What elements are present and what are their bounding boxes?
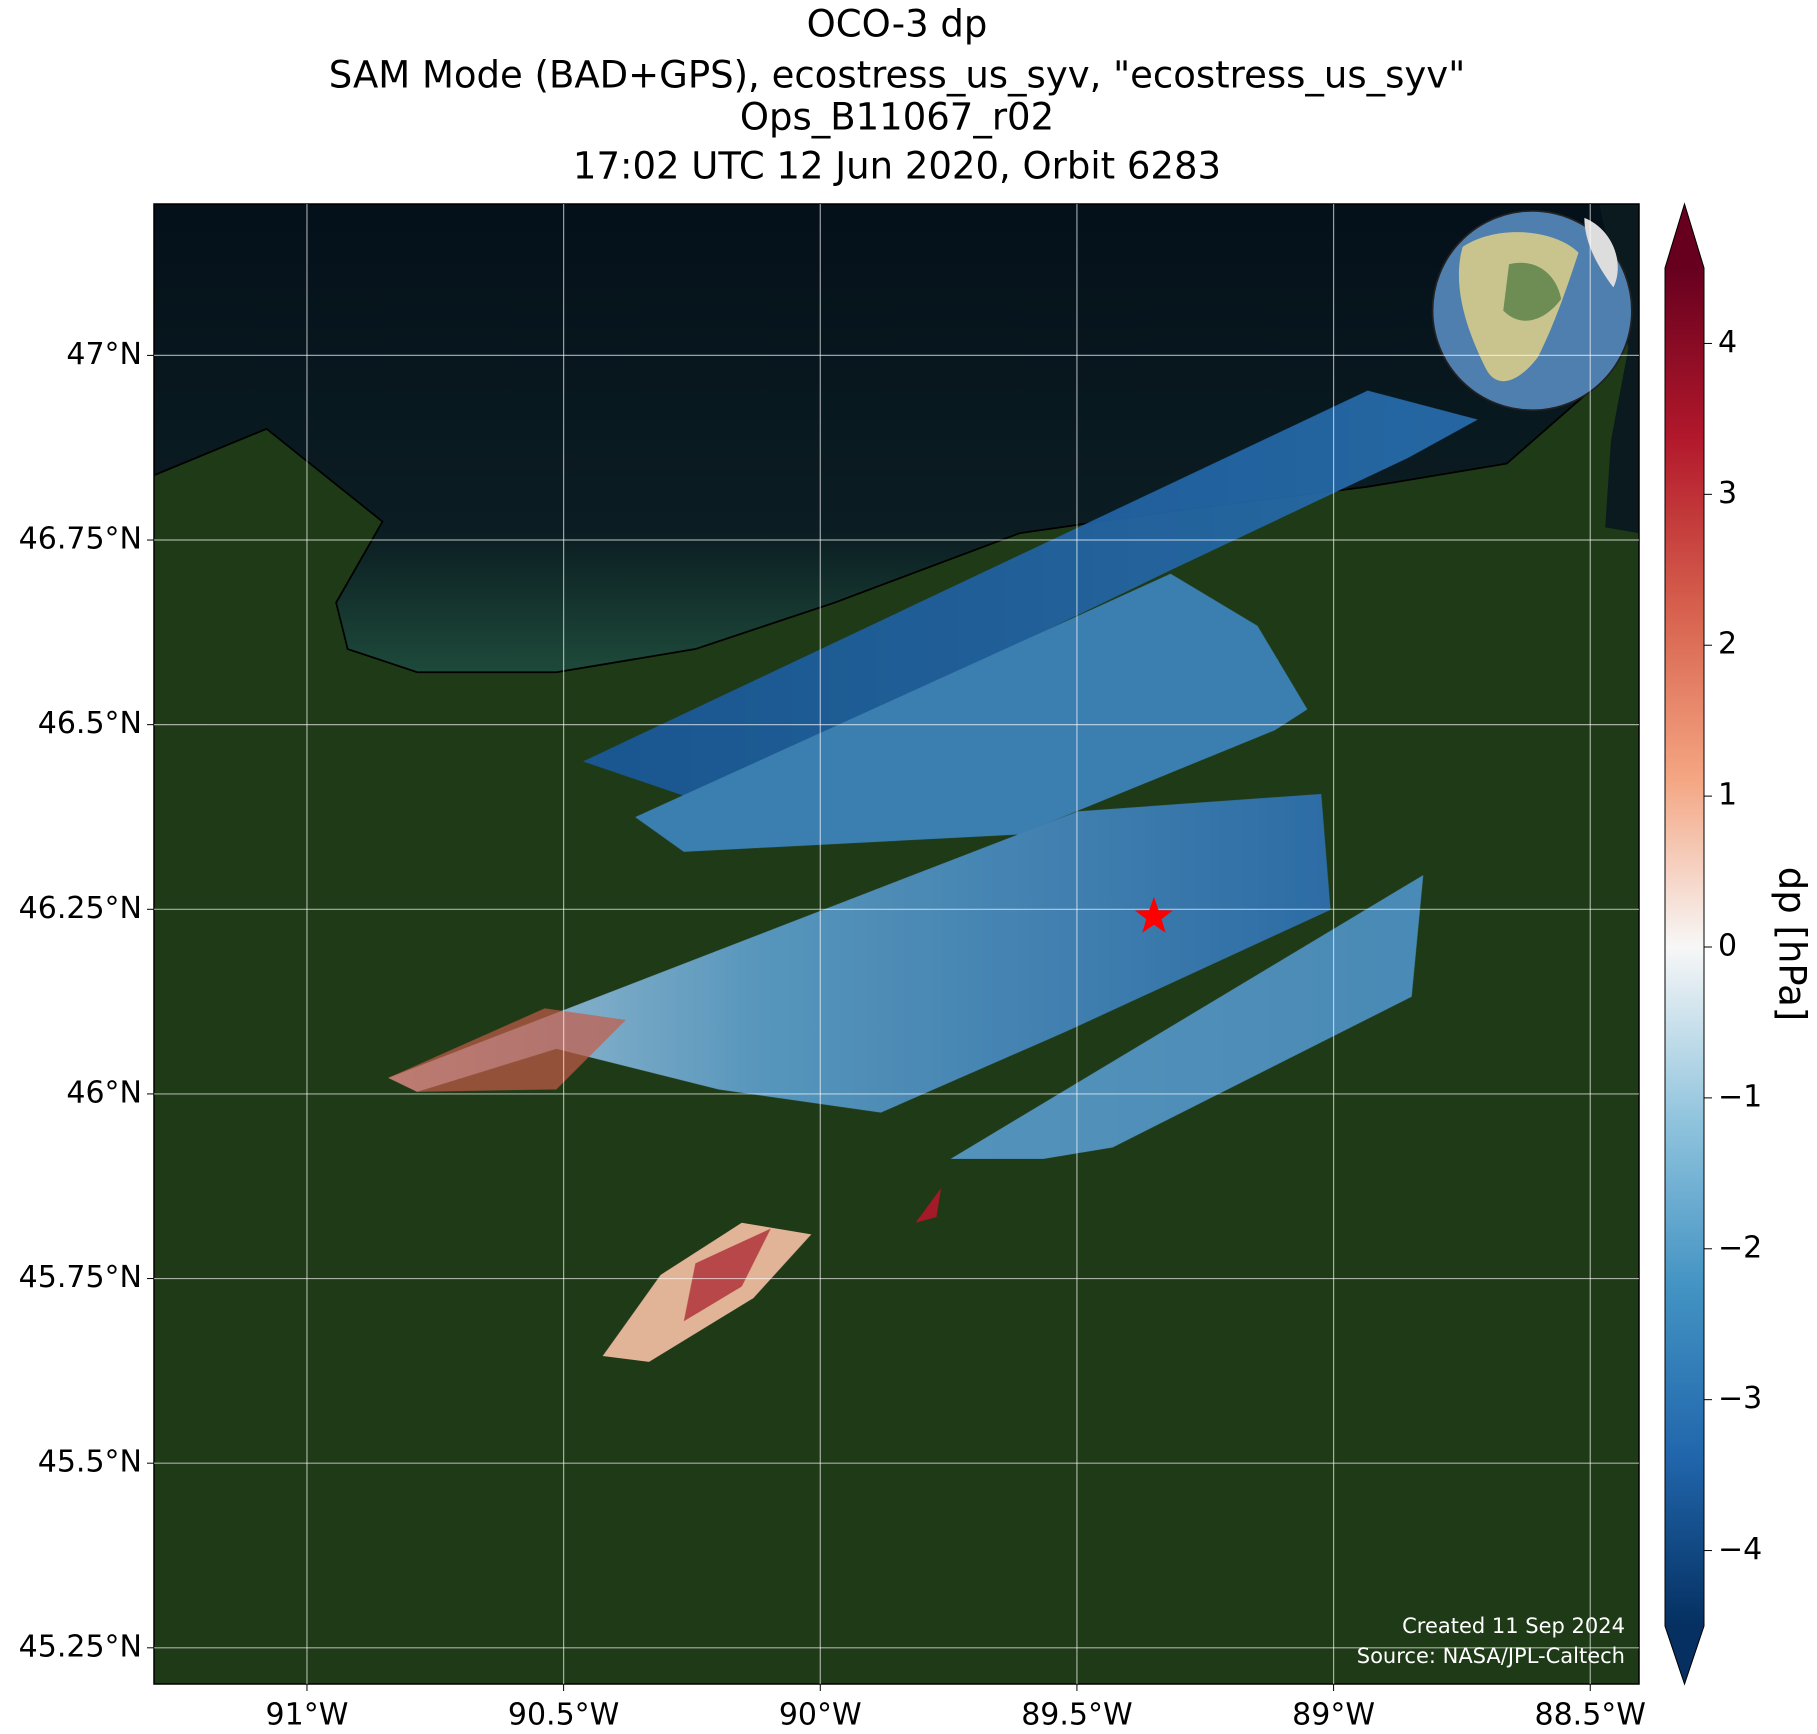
y-tick-label: 45.75°N (19, 1260, 142, 1295)
swath (683, 1228, 771, 1322)
y-tick-label: 46°N (66, 1075, 142, 1110)
inset-globe (1431, 210, 1633, 412)
colorbar-tick-label: 2 (1718, 627, 1737, 662)
swath (582, 390, 1478, 800)
swath (635, 573, 1308, 852)
swath (388, 793, 1331, 1113)
colorbar-tick-label: −1 (1718, 1079, 1762, 1114)
x-tick-label: 90°W (779, 1698, 862, 1733)
y-tick-label: 46.75°N (19, 522, 142, 557)
title-line: Ops_B11067_r02 (740, 96, 1054, 139)
y-tick-label: 47°N (66, 337, 142, 372)
colorbar-tick-label: 1 (1718, 778, 1737, 813)
x-tick-label: 89.5°W (1021, 1698, 1132, 1733)
title: OCO-3 dp SAM Mode (BAD+GPS), ecostress_u… (329, 3, 1465, 188)
colorbar-tick-label: −3 (1718, 1381, 1762, 1416)
title-line: SAM Mode (BAD+GPS), ecostress_us_syv, "e… (329, 54, 1465, 97)
colorbar-tick-label: 3 (1718, 476, 1737, 511)
colorbar-tick-label: −2 (1718, 1230, 1762, 1265)
y-tick-label: 46.25°N (19, 891, 142, 926)
swath (388, 1008, 626, 1092)
map (154, 204, 1639, 1684)
x-tick-label: 89°W (1292, 1698, 1375, 1733)
colorbar-extend-top (1665, 204, 1704, 268)
swath (915, 1187, 942, 1223)
y-tick-label: 45.25°N (19, 1629, 142, 1664)
x-tick-label: 91°W (266, 1698, 349, 1733)
title-line: OCO-3 dp (807, 3, 988, 46)
colorbar-label: dp [hPa] (1771, 867, 1814, 1021)
y-tick-label: 46.5°N (38, 706, 142, 741)
created-note: Created 11 Sep 2024 (1402, 1614, 1625, 1638)
y-tick-label: 45.5°N (38, 1445, 142, 1480)
title-line: 17:02 UTC 12 Jun 2020, Orbit 6283 (573, 145, 1221, 188)
x-tick-label: 88.5°W (1535, 1698, 1646, 1733)
colorbar-extend-bottom (1665, 1626, 1704, 1684)
colorbar-outline (1664, 202, 1705, 1686)
colorbar-tick-label: 4 (1718, 325, 1737, 360)
colorbar (1665, 268, 1704, 1626)
colorbar-tick-label: 0 (1718, 929, 1737, 964)
site-marker (1134, 896, 1173, 933)
x-tick-label: 90.5°W (508, 1698, 619, 1733)
map-frame (153, 203, 1640, 1685)
colorbar-tick-label: −4 (1718, 1532, 1762, 1567)
